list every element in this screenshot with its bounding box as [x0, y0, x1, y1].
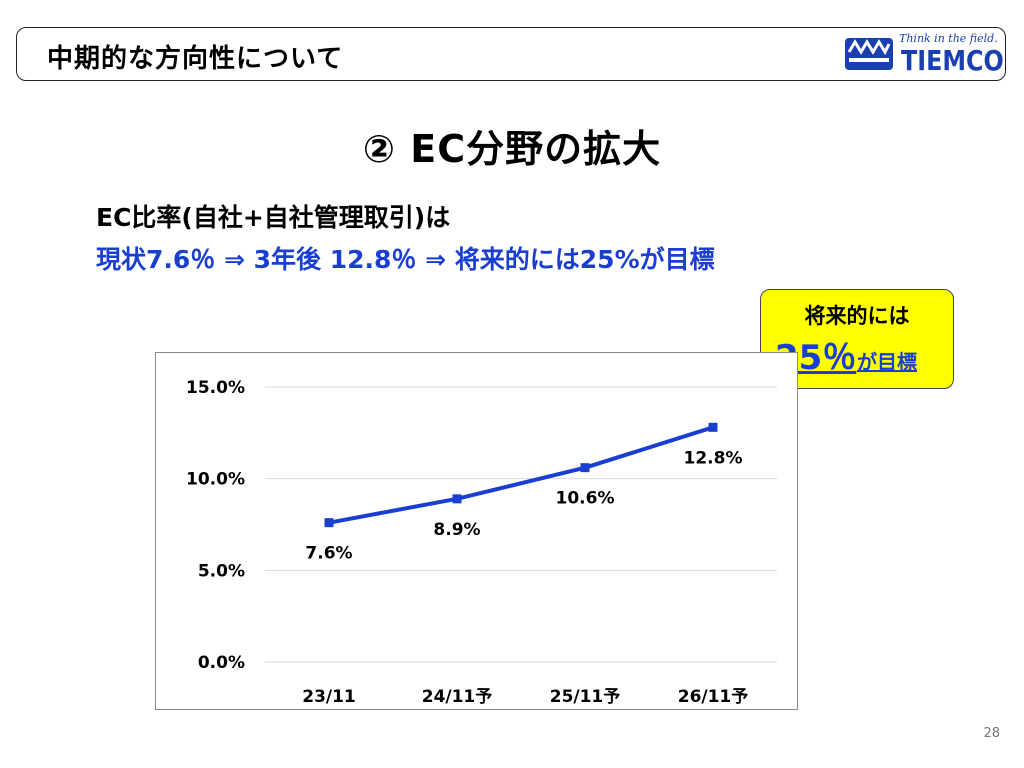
chart-frame: [155, 352, 798, 710]
data-point-marker: [708, 422, 718, 432]
data-label: 7.6%: [305, 544, 352, 564]
x-tick-label: 23/11: [302, 687, 356, 707]
header-box: 中期的な方向性について Think in the field. TIEMCO: [16, 27, 1006, 81]
logo-name: TIEMCO: [901, 44, 1004, 77]
x-tick-label: 26/11予: [678, 687, 749, 707]
y-tick-label: 10.0%: [186, 470, 245, 490]
slide-title: ② EC分野の拡大: [362, 127, 662, 171]
y-tick-label: 5.0%: [198, 561, 245, 581]
data-point-marker: [580, 463, 590, 473]
data-point-marker: [324, 518, 334, 528]
tiemco-logo: Think in the field. TIEMCO: [843, 30, 1004, 78]
x-tick-label: 25/11予: [550, 687, 621, 707]
x-tick-label: 24/11予: [422, 687, 493, 707]
callout-line1: 将来的には: [804, 304, 910, 328]
y-tick-label: 15.0%: [186, 378, 245, 398]
data-point-marker: [452, 494, 462, 504]
data-label: 8.9%: [433, 520, 480, 540]
header-title: 中期的な方向性について: [47, 44, 344, 74]
ec-ratio-targets: 現状7.6％ ⇒ 3年後 12.8％ ⇒ 将来的には25%が目標: [96, 245, 715, 274]
ec-ratio-heading: EC比率(自社+自社管理取引)は: [96, 203, 451, 232]
callout-small-text: が目標: [857, 350, 917, 374]
ec-ratio-line-chart: 0.0% 5.0% 10.0% 15.0% 23/11 24/11予 25/11予 26/11…: [186, 378, 777, 707]
data-label: 12.8%: [684, 448, 743, 468]
y-tick-label: 0.0%: [198, 653, 245, 673]
data-label: 10.6%: [556, 489, 615, 509]
logo-tagline: Think in the field.: [899, 32, 998, 45]
series-line: [328, 425, 714, 525]
page-number: 28: [983, 726, 1000, 741]
logo-mark-icon: [845, 38, 893, 70]
